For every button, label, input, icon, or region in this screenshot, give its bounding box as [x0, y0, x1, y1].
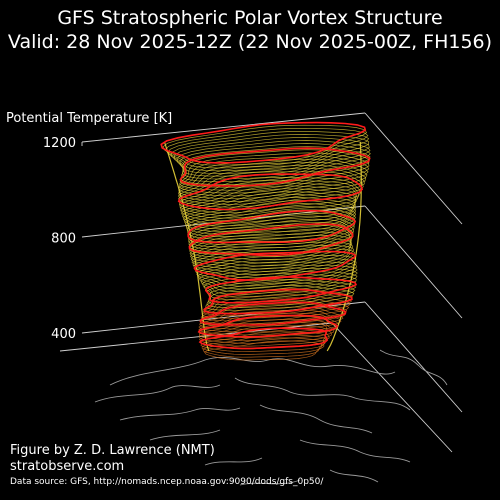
isentrope-ring [204, 340, 325, 361]
isentrope-ring [192, 245, 355, 276]
isentrope-ring [186, 203, 357, 237]
isentrope-ring [180, 185, 357, 222]
isentrope-ring [198, 322, 332, 344]
isentrope-highlight-ring [199, 301, 347, 326]
coastline-contour [94, 384, 221, 403]
isentrope-ring [182, 191, 356, 227]
isentrope-ring [202, 291, 352, 316]
isentrope-ring [179, 149, 370, 188]
coastline-contour [119, 407, 241, 421]
z-tick-label: 400 [51, 327, 76, 342]
credit-author: Figure by Z. D. Lawrence (NMT) [10, 443, 215, 458]
axis-grid-line [81, 112, 366, 143]
credit-site: stratobserve.com [10, 459, 125, 474]
isentrope-highlight-ring [198, 327, 329, 350]
vortex-surface [160, 121, 371, 361]
isentrope-ring [202, 337, 326, 358]
coastline-contour [109, 357, 396, 386]
coastline-contour [239, 479, 301, 486]
coastline-contour [379, 349, 448, 386]
axis-grid-line [364, 205, 463, 319]
isentrope-ring [184, 197, 356, 232]
isentrope-highlight-ring [193, 250, 357, 281]
isentrope-ring [183, 194, 356, 230]
isentrope-highlight-ring [179, 147, 371, 187]
isentrope-highlight-ring [204, 276, 358, 304]
z-tick-label: 1200 [43, 136, 76, 151]
isentrope-ring [200, 331, 327, 353]
z-axis-label: Potential Temperature [K] [6, 111, 172, 126]
isentrope-ring [186, 206, 356, 240]
isentrope-ring [198, 319, 335, 341]
z-tick-label: 800 [51, 232, 76, 247]
isentrope-ring [178, 158, 369, 197]
coastline-contour [299, 439, 411, 463]
isentrope-ring [174, 137, 370, 177]
axis-grid-line [364, 112, 463, 225]
isentrope-ring [181, 188, 356, 224]
isentrope-ring [191, 241, 354, 273]
chart-subtitle: Valid: 28 Nov 2025-12Z (22 Nov 2025-00Z,… [7, 31, 493, 53]
axis-grid-line [364, 301, 463, 413]
vortex-edge [163, 141, 210, 352]
coastline-contour [149, 429, 221, 441]
isentrope-ring [201, 334, 327, 355]
coastline-contour [329, 469, 379, 483]
axis-grid-line [331, 322, 453, 453]
isentrope-ring [203, 273, 357, 301]
coastline-contour [259, 404, 373, 434]
isentrope-ring [205, 285, 355, 311]
isentrope-ring [167, 131, 370, 172]
isentrope-ring [170, 134, 370, 174]
isentrope-ring [199, 303, 345, 327]
isentrope-ring [185, 200, 356, 235]
coastline-contour [204, 457, 263, 466]
isentrope-highlight-ring [188, 223, 354, 257]
isentrope-highlight-ring [203, 288, 353, 315]
isentrope-ring [178, 161, 368, 200]
isentrope-ring [197, 261, 358, 290]
isentrope-highlight-ring [197, 314, 339, 338]
isentrope-highlight-ring [187, 210, 357, 244]
isentrope-ring [198, 325, 330, 347]
isentrope-highlight-ring [160, 121, 367, 164]
isentrope-ring [179, 143, 371, 183]
isentrope-ring [177, 171, 364, 208]
isentrope-ring [201, 294, 351, 319]
coastline-map [94, 349, 448, 486]
coastline-contour [234, 377, 411, 411]
z-axis-ticks: 400 800 1200 [43, 136, 76, 342]
chart-title: GFS Stratospheric Polar Vortex Structure [57, 7, 443, 29]
isentrope-ring [164, 127, 369, 169]
isentrope-ring [188, 221, 354, 255]
isentrope-ring [162, 124, 368, 166]
credit-source: Data source: GFS, http://nomads.ncep.noa… [10, 477, 324, 487]
